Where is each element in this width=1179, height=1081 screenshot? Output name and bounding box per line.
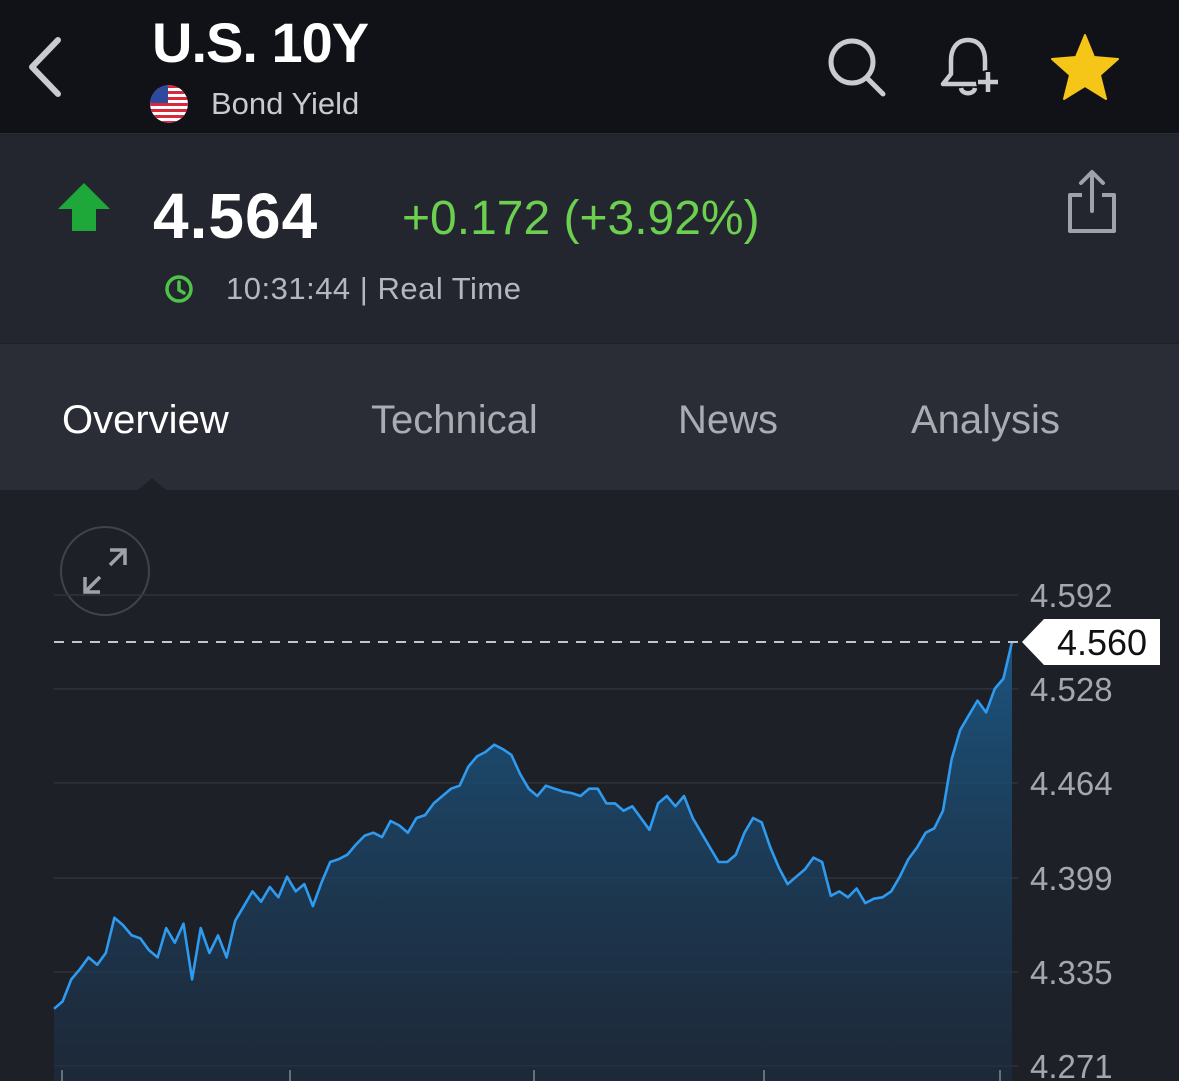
active-tab-indicator <box>138 478 166 490</box>
chart-canvas: 4.560 4.592 4.528 4.464 4.399 4.335 4.271 <box>53 577 1160 1081</box>
top-bar: U.S. 10Y Bond Yield <box>0 0 1179 134</box>
expand-icon <box>83 548 127 594</box>
bell-add-icon[interactable] <box>936 34 1006 100</box>
y-tick-label: 4.271 <box>1030 1048 1113 1081</box>
us-flag-icon <box>150 85 188 123</box>
chart-series-line <box>53 641 1014 1010</box>
last-price: 4.564 <box>153 180 319 252</box>
tab-analysis[interactable]: Analysis <box>911 398 1060 442</box>
current-value-tag: 4.560 <box>1022 618 1160 665</box>
instrument-title: U.S. 10Y <box>152 11 369 74</box>
star-icon[interactable] <box>1050 32 1120 102</box>
y-tick-label: 4.464 <box>1030 765 1113 802</box>
clock-icon <box>165 275 193 303</box>
quote-time-row: 10:31:44 | Real Time <box>163 271 522 307</box>
share-icon[interactable] <box>1064 169 1120 235</box>
back-chevron-icon[interactable] <box>22 34 70 100</box>
search-icon[interactable] <box>826 34 888 100</box>
tab-technical[interactable]: Technical <box>371 398 538 442</box>
tab-overview[interactable]: Overview <box>62 398 229 442</box>
y-tick-label: 4.592 <box>1030 577 1113 614</box>
y-tick-label: 4.335 <box>1030 954 1113 991</box>
tab-news[interactable]: News <box>678 398 779 442</box>
price-change: +0.172 (+3.92%) <box>402 192 760 245</box>
up-arrow-icon <box>58 183 110 231</box>
price-chart[interactable]: 4.560 4.592 4.528 4.464 4.399 4.335 4.271 <box>0 490 1179 1081</box>
tab-bar: Overview Technical News Analysis <box>0 344 1179 490</box>
y-tick-label: 4.399 <box>1030 860 1113 897</box>
quote-panel: 4.564 +0.172 (+3.92%) 10:31:44 | Real Ti… <box>0 135 1179 343</box>
instrument-type: Bond Yield <box>211 86 360 121</box>
current-value-label: 4.560 <box>1057 622 1147 663</box>
quote-time: 10:31:44 | Real Time <box>226 271 522 306</box>
instrument-subtitle: Bond Yield <box>150 84 359 124</box>
expand-chart-button[interactable] <box>60 526 150 616</box>
y-tick-label: 4.528 <box>1030 671 1113 708</box>
chart-area-fill <box>54 642 1012 1081</box>
